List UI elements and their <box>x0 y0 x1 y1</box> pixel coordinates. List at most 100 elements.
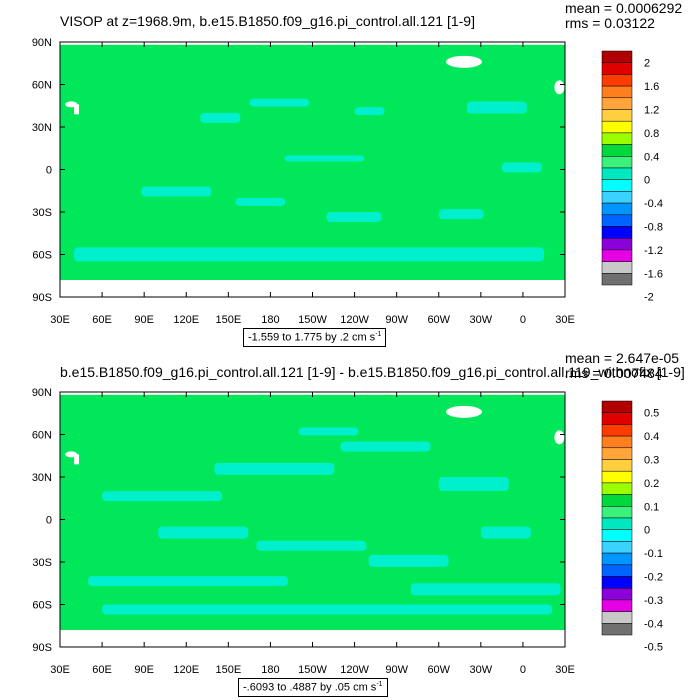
colorbar: 2 1.6 1.2 0.8 0.4 0 -0.4 -0.8 -1.2 -1.6 -2 <box>601 50 663 304</box>
y-tick-label: 30S <box>32 557 52 569</box>
y-tick-label: 0 <box>46 515 52 527</box>
ocean-patch <box>141 186 212 197</box>
missing-data-island <box>74 454 80 465</box>
x-tick-label: 30W <box>470 314 493 326</box>
map-plot: 30E 60E 90E 120E 150E 180 150W 120W 90W 60W 30W 0 30… <box>32 387 663 676</box>
mean-stat: mean = 2.647e-05 <box>565 350 680 366</box>
colorbar-swatch <box>601 156 633 169</box>
ocean-patch <box>88 576 289 587</box>
colorbar-swatch <box>601 120 633 134</box>
colorbar-label: -0.1 <box>644 548 663 560</box>
y-tick-label: 0 <box>46 165 52 177</box>
y-tick-label: 30N <box>32 122 52 134</box>
colorbar: 0.5 0.4 0.3 0.2 0.1 0 -0.1 -0.2 -0.3 -0.4 -0.5 <box>601 400 663 654</box>
missing-data-island <box>74 104 80 115</box>
y-tick-label: 30S <box>32 207 52 219</box>
colorbar-swatch <box>601 447 633 460</box>
colorbar-label: 0.2 <box>644 478 659 490</box>
y-tick-label: 90S <box>32 642 52 654</box>
ocean-patch <box>480 526 531 539</box>
map-plot: 30E 60E 90E 120E 150E 180 150W 120W 90W 60W 30W 0 30… <box>32 37 663 326</box>
ocean-patch <box>326 212 382 222</box>
map-axes: 30E 60E 90E 120E 150E 180 150W 120W 90W 60W 30W 0 30… <box>32 37 575 326</box>
colorbar-label: 0.4 <box>644 151 659 163</box>
ocean-patch <box>340 441 431 452</box>
ocean-patch <box>102 604 553 615</box>
colorbar-swatch <box>601 424 633 437</box>
colorbar-label: -0.3 <box>644 595 663 607</box>
colorbar-label: 0.5 <box>644 408 659 420</box>
colorbar-label: 0 <box>644 525 650 537</box>
contour-info-text: -1.559 to 1.775 by .2 cm s <box>248 331 376 344</box>
ocean-patch <box>74 247 545 262</box>
colorbar-label: 0.1 <box>644 501 659 513</box>
ocean-patch <box>438 209 484 220</box>
colorbar-label: -0.4 <box>644 198 663 210</box>
y-tick-label: 90N <box>32 387 52 399</box>
rms-stat: rms = 0.007484 <box>565 365 663 381</box>
x-tick-label: 90E <box>134 664 154 676</box>
x-tick-label: 150E <box>215 314 241 326</box>
colorbar-swatch <box>601 74 633 87</box>
colorbar-label: 0.8 <box>644 128 659 140</box>
contour-info-unit-exp: -1 <box>375 331 382 338</box>
x-tick-label: 120W <box>340 664 369 676</box>
ocean-patch <box>284 155 365 162</box>
ocean-patch <box>466 101 527 114</box>
x-tick-label: 150W <box>298 664 327 676</box>
ocean-patch <box>368 554 449 567</box>
colorbar-swatch <box>601 202 633 216</box>
colorbar-swatch <box>601 494 633 507</box>
ocean-patch <box>158 526 249 539</box>
ocean-patch <box>298 427 359 436</box>
colorbar-swatch <box>601 459 633 472</box>
y-tick-label: 90N <box>32 37 52 49</box>
colorbar-swatch <box>601 506 633 519</box>
rms-stat: rms = 0.03122 <box>565 15 655 31</box>
x-tick-label: 30E <box>555 664 575 676</box>
colorbar-swatch <box>601 400 633 413</box>
x-tick-label: 30E <box>50 314 70 326</box>
ocean-patch <box>235 197 286 206</box>
colorbar-label: 0.4 <box>644 431 659 443</box>
colorbar-swatch <box>601 576 633 589</box>
colorbar-label: -0.2 <box>644 572 663 584</box>
colorbar-swatch <box>601 62 633 75</box>
contour-info-text: -.6093 to .4887 by .05 cm s <box>243 681 377 694</box>
missing-data-island <box>554 80 565 95</box>
colorbar-swatch <box>601 412 633 425</box>
x-tick-label: 90E <box>134 314 154 326</box>
ocean-patch <box>438 477 509 491</box>
panel-top: VISOP at z=1968.9m, b.e15.B1850.f09_g16.… <box>32 0 683 347</box>
colorbar-swatch <box>601 611 633 624</box>
y-tick-label: 30N <box>32 472 52 484</box>
colorbar-label: -0.5 <box>644 642 663 654</box>
colorbar-swatch <box>601 132 633 145</box>
x-tick-label: 30E <box>555 314 575 326</box>
colorbar-swatch <box>601 226 633 239</box>
x-tick-label: 150E <box>215 664 241 676</box>
field-background <box>60 44 565 281</box>
x-tick-label: 30W <box>470 664 493 676</box>
x-tick-label: 0 <box>520 314 526 326</box>
colorbar-label: 0.3 <box>644 455 659 467</box>
x-tick-label: 0 <box>520 664 526 676</box>
contour-info-box: -.6093 to .4887 by .05 cm s-1 <box>238 678 388 697</box>
ocean-patch <box>200 112 241 123</box>
x-tick-label: 30E <box>50 664 70 676</box>
y-tick-label: 60N <box>32 430 52 442</box>
x-tick-label: 60W <box>427 314 450 326</box>
x-tick-label: 150W <box>298 314 327 326</box>
colorbar-swatch <box>601 599 633 612</box>
colorbar-swatch <box>601 470 633 484</box>
contour-info-unit-exp: -1 <box>376 681 383 688</box>
x-tick-label: 60E <box>92 664 112 676</box>
ocean-patch <box>249 98 310 107</box>
map-field <box>60 44 565 297</box>
x-tick-label: 60W <box>427 664 450 676</box>
colorbar-swatch <box>601 249 633 262</box>
colorbar-swatch <box>601 623 633 636</box>
map-axes: 30E 60E 90E 120E 150E 180 150W 120W 90W 60W 30W 0 30… <box>32 387 575 676</box>
colorbar-swatch <box>601 482 633 495</box>
mean-stat: mean = 0.0006292 <box>565 0 683 16</box>
